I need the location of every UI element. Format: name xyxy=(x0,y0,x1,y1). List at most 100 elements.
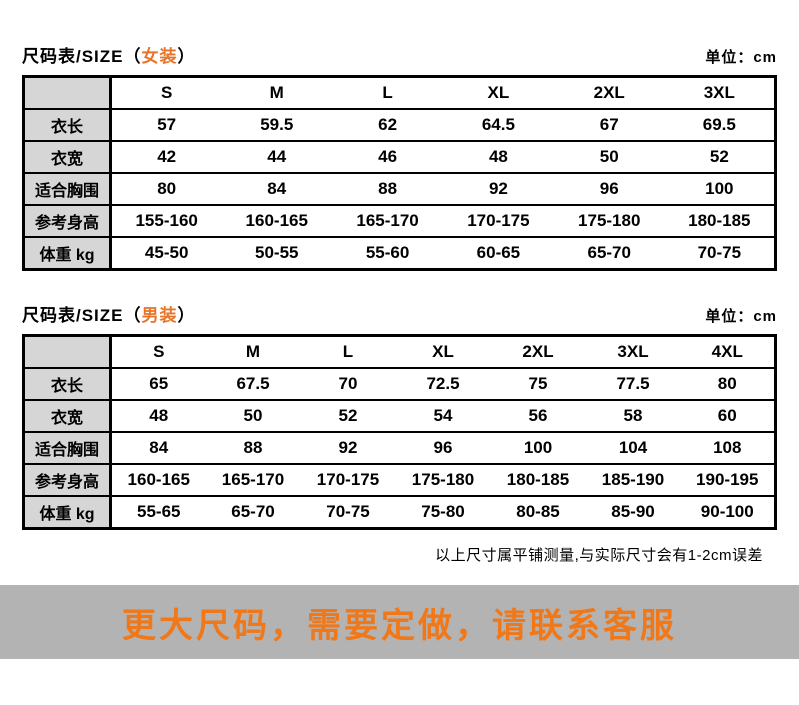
size-cell: 88 xyxy=(205,432,301,465)
size-cell: 52 xyxy=(300,400,396,433)
size-cell: 69.5 xyxy=(664,109,776,142)
size-cell: 80-85 xyxy=(516,502,560,521)
table-row: 适合胸围 80 84 88 92 96 100 xyxy=(23,173,776,206)
size-cell: 72.5 xyxy=(395,368,491,401)
size-cell: 160-165 xyxy=(221,205,333,238)
size-cell: 75-80 xyxy=(421,502,465,521)
row-label: 衣宽 xyxy=(23,400,112,433)
size-cell: 175-180 xyxy=(553,205,665,238)
custom-size-banner: 更大尺码，需要定做，请联系客服 xyxy=(0,585,799,659)
women-title-suffix: ） xyxy=(177,47,196,66)
size-cell: 67 xyxy=(553,109,665,142)
table-row: 衣长 57 59.5 62 64.5 67 69.5 xyxy=(23,109,776,142)
size-column-header: S xyxy=(110,76,222,110)
table-row: 体重 kg 45-50 50-55 55-60 60-65 65-70 70-7… xyxy=(23,237,776,270)
size-cell: 185-190 xyxy=(585,464,681,497)
men-title-gender-highlight: 男装 xyxy=(141,306,178,325)
size-column-header: M xyxy=(205,335,301,369)
size-cell: 57 xyxy=(110,109,222,142)
table-row: 参考身高 155-160 160-165 165-170 170-175 175… xyxy=(23,205,776,238)
size-column-header: XL xyxy=(395,335,491,369)
size-cell: 180-185 xyxy=(664,205,776,238)
row-label: 体重 kg xyxy=(23,496,112,529)
size-cell: 67.5 xyxy=(205,368,301,401)
size-cell: 75 xyxy=(490,368,586,401)
unit-label: 单位：cm xyxy=(705,308,777,325)
size-column-header: L xyxy=(332,76,443,110)
women-size-section: 尺码表/SIZE（女装） 单位：cm S M L XL 2XL 3XL 衣长 5… xyxy=(22,0,777,271)
size-cell: 50-55 xyxy=(255,243,299,262)
size-cell: 84 xyxy=(110,432,206,465)
size-cell: 96 xyxy=(553,173,665,206)
size-cell: 55-65 xyxy=(137,502,181,521)
size-cell: 85-90 xyxy=(611,502,655,521)
row-label: 体重 kg xyxy=(23,237,112,270)
size-cell: 170-175 xyxy=(442,205,554,238)
size-cell: 44 xyxy=(221,141,333,174)
table-header-row: S M L XL 2XL 3XL xyxy=(23,76,776,110)
size-cell: 92 xyxy=(300,432,396,465)
size-cell: 70-75 xyxy=(697,243,742,262)
size-cell: 104 xyxy=(585,432,681,465)
size-cell: 100 xyxy=(664,173,776,206)
size-cell: 52 xyxy=(664,141,776,174)
table-row: 衣长 65 67.5 70 72.5 75 77.5 80 xyxy=(23,368,776,401)
size-cell: 46 xyxy=(332,141,443,174)
row-label: 参考身高 xyxy=(23,205,112,238)
row-label: 适合胸围 xyxy=(23,173,112,206)
table-row: 适合胸围 84 88 92 96 100 104 108 xyxy=(23,432,776,465)
size-cell: 55-60 xyxy=(365,243,410,262)
size-cell: 160-165 xyxy=(110,464,206,497)
size-cell: 65-70 xyxy=(231,502,275,521)
size-column-header: 2XL xyxy=(553,76,665,110)
row-label: 适合胸围 xyxy=(23,432,112,465)
men-title-row: 尺码表/SIZE（男装） 单位：cm xyxy=(22,301,777,326)
women-title-prefix: 尺码表/SIZE（ xyxy=(22,47,142,66)
men-size-section: 尺码表/SIZE（男装） 单位：cm S M L XL 2XL 3XL 4XL … xyxy=(22,271,777,530)
women-title-gender-highlight: 女装 xyxy=(141,47,178,66)
size-cell: 190-195 xyxy=(680,464,776,497)
size-column-header: S xyxy=(110,335,206,369)
size-cell: 96 xyxy=(395,432,491,465)
unit-label: 单位：cm xyxy=(705,49,777,66)
row-label: 衣长 xyxy=(23,109,112,142)
size-cell: 54 xyxy=(395,400,491,433)
size-column-header: 4XL xyxy=(680,335,776,369)
size-cell: 155-160 xyxy=(110,205,222,238)
size-cell: 64.5 xyxy=(442,109,554,142)
size-cell: 80 xyxy=(680,368,776,401)
table-header-row: S M L XL 2XL 3XL 4XL xyxy=(23,335,776,369)
size-cell: 56 xyxy=(490,400,586,433)
size-cell: 60-65 xyxy=(476,243,521,262)
size-cell: 70-75 xyxy=(326,502,370,521)
women-chart-title: 尺码表/SIZE（女装） xyxy=(22,42,196,67)
corner-cell xyxy=(23,76,112,110)
size-column-header: 3XL xyxy=(585,335,681,369)
size-cell: 42 xyxy=(110,141,222,174)
size-cell: 84 xyxy=(221,173,333,206)
row-label: 衣长 xyxy=(23,368,112,401)
size-cell: 50 xyxy=(553,141,665,174)
size-cell: 58 xyxy=(585,400,681,433)
corner-cell xyxy=(23,335,112,369)
size-cell: 180-185 xyxy=(490,464,586,497)
size-cell: 92 xyxy=(442,173,554,206)
size-cell: 165-170 xyxy=(205,464,301,497)
size-cell: 65 xyxy=(110,368,206,401)
table-row: 衣宽 48 50 52 54 56 58 60 xyxy=(23,400,776,433)
size-cell: 175-180 xyxy=(395,464,491,497)
table-row: 参考身高 160-165 165-170 170-175 175-180 180… xyxy=(23,464,776,497)
men-title-suffix: ） xyxy=(177,306,196,325)
size-cell: 59.5 xyxy=(221,109,333,142)
size-cell: 170-175 xyxy=(300,464,396,497)
size-cell: 108 xyxy=(680,432,776,465)
table-row: 体重 kg 55-65 65-70 70-75 75-80 80-85 85-9… xyxy=(23,496,776,529)
size-cell: 80 xyxy=(110,173,222,206)
size-cell: 60 xyxy=(680,400,776,433)
size-cell: 88 xyxy=(332,173,443,206)
men-title-prefix: 尺码表/SIZE（ xyxy=(22,306,142,325)
size-cell: 65-70 xyxy=(587,243,631,262)
men-size-table: S M L XL 2XL 3XL 4XL 衣长 65 67.5 70 72.5 … xyxy=(22,334,777,530)
row-label: 参考身高 xyxy=(23,464,112,497)
size-column-header: L xyxy=(300,335,396,369)
